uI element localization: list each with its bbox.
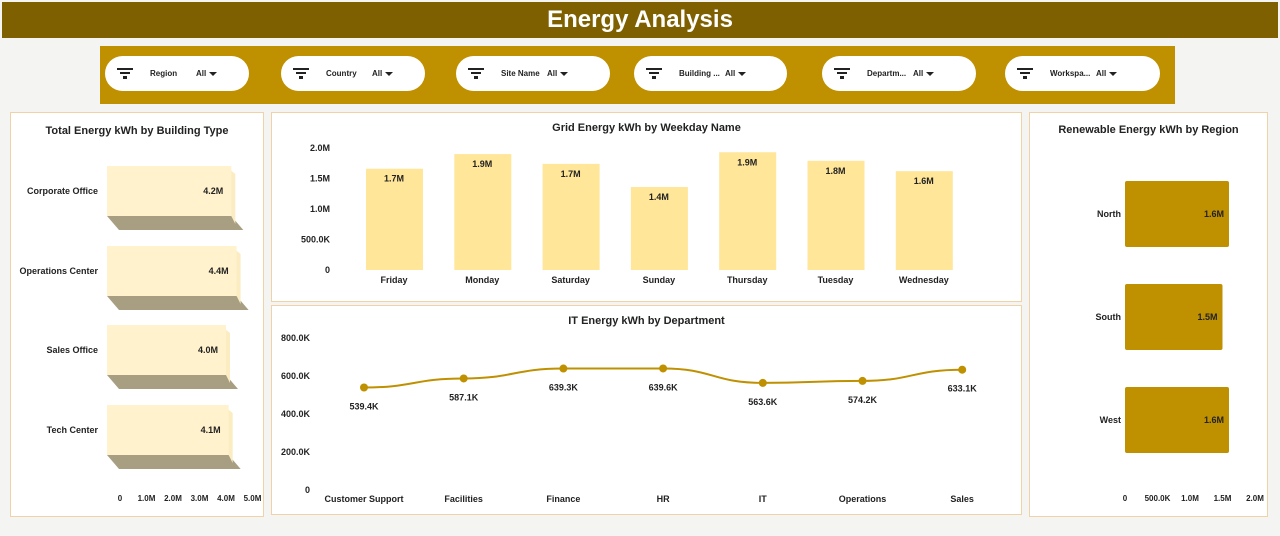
filter-dropdown[interactable]: All [372, 69, 394, 78]
filter-label: Country [326, 69, 357, 78]
filter-value: All [547, 69, 558, 78]
filter-icon [1017, 67, 1033, 79]
filter-icon [646, 67, 662, 79]
chart-title: IT Energy kWh by Department [568, 315, 725, 327]
chevron-down-icon [560, 71, 569, 76]
renewable-chart-panel: Renewable Energy kWh by Region [1029, 112, 1268, 517]
filter-slicer[interactable]: Departm... All [822, 56, 976, 91]
chart-title: Renewable Energy kWh by Region [1058, 124, 1239, 136]
filter-bar: Region All Country All Site Name All Bui… [100, 46, 1175, 104]
filter-value: All [913, 69, 924, 78]
filter-label: Workspa... [1050, 69, 1091, 78]
filter-icon [293, 67, 309, 79]
filter-dropdown[interactable]: All [725, 69, 747, 78]
it-chart-panel: IT Energy kWh by Department [271, 305, 1022, 515]
chevron-down-icon [1109, 71, 1118, 76]
chart-title: Grid Energy kWh by Weekday Name [552, 122, 741, 134]
filter-label: Region [150, 69, 178, 78]
filter-icon [117, 67, 133, 79]
filter-value: All [725, 69, 736, 78]
filter-label: Departm... [867, 69, 907, 78]
grid-chart-panel: Grid Energy kWh by Weekday Name [271, 112, 1022, 302]
building-chart-panel: Total Energy kWh by Building Type [10, 112, 264, 517]
chevron-down-icon [385, 71, 394, 76]
filter-label: Site Name [501, 69, 540, 78]
filter-icon [834, 67, 850, 79]
filter-value: All [1096, 69, 1107, 78]
chevron-down-icon [209, 71, 218, 76]
filter-dropdown[interactable]: All [1096, 69, 1118, 78]
filter-slicer[interactable]: Country All [281, 56, 425, 91]
filter-slicer[interactable]: Building ... All [634, 56, 787, 91]
filter-dropdown[interactable]: All [913, 69, 935, 78]
filter-icon [468, 67, 484, 79]
chart-title: Total Energy kWh by Building Type [45, 125, 229, 137]
chevron-down-icon [926, 71, 935, 76]
filter-dropdown[interactable]: All [547, 69, 569, 78]
filter-slicer[interactable]: Site Name All [456, 56, 610, 91]
chevron-down-icon [738, 71, 747, 76]
filter-value: All [372, 69, 383, 78]
filter-label: Building ... [679, 69, 720, 78]
filter-dropdown[interactable]: All [196, 69, 218, 78]
filter-slicer[interactable]: Workspa... All [1005, 56, 1160, 91]
filter-slicer[interactable]: Region All [105, 56, 249, 91]
filter-value: All [196, 69, 207, 78]
page-title: Energy Analysis [2, 2, 1278, 38]
